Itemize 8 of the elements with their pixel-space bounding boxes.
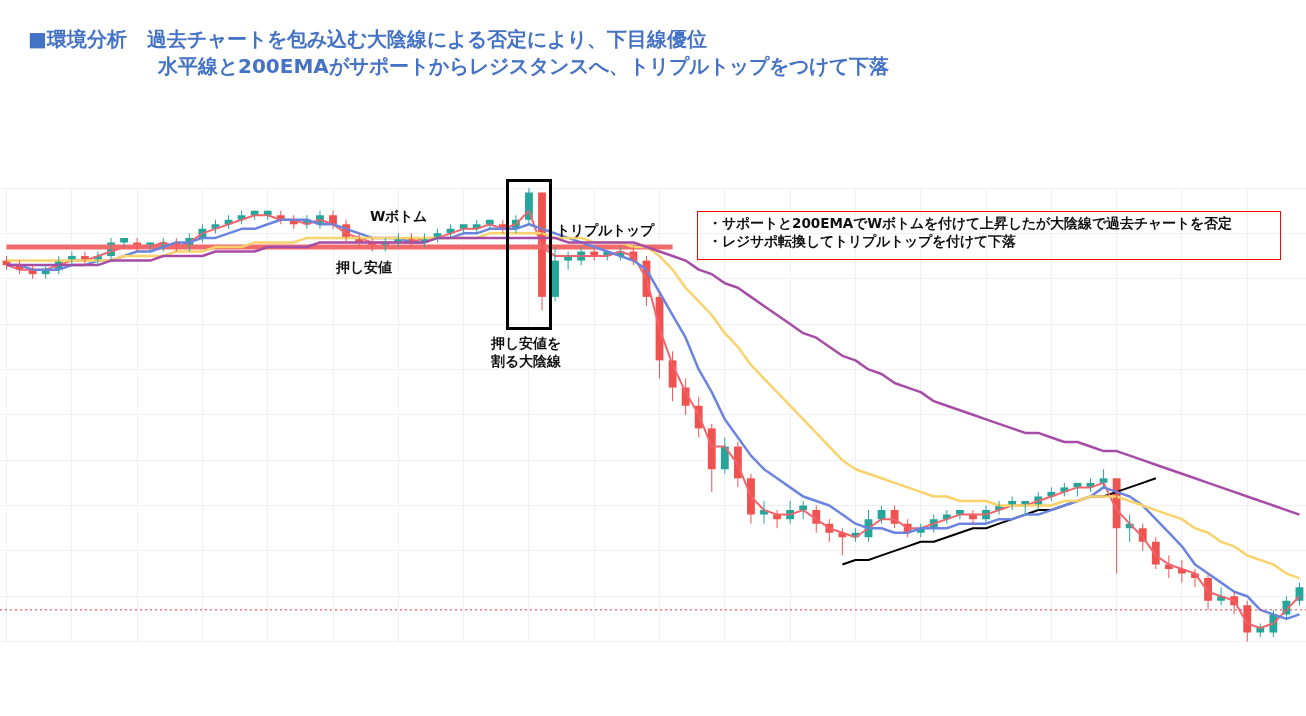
chart-title: ■環境分析 過去チャートを包み込む大陰線による否定により、下目線優位 (28, 26, 707, 53)
annotation: トリプルトップ (556, 221, 654, 240)
annotation: ・サポートと200EMAでWボトムを付けて上昇したが大陰線で過去チャートを否定 (707, 215, 1234, 233)
chart-subtitle: 水平線と200EMAがサポートからレジスタンスへ、トリプルトップをつけて下落 (158, 53, 889, 80)
annotation: Wボトム (370, 207, 428, 226)
annotation: ・レジサポ転換してトリプルトップを付けて下落 (707, 232, 1017, 251)
annotation: 押し安値を割る大陰線 (490, 334, 562, 371)
annotation: 押し安値 (336, 258, 392, 277)
